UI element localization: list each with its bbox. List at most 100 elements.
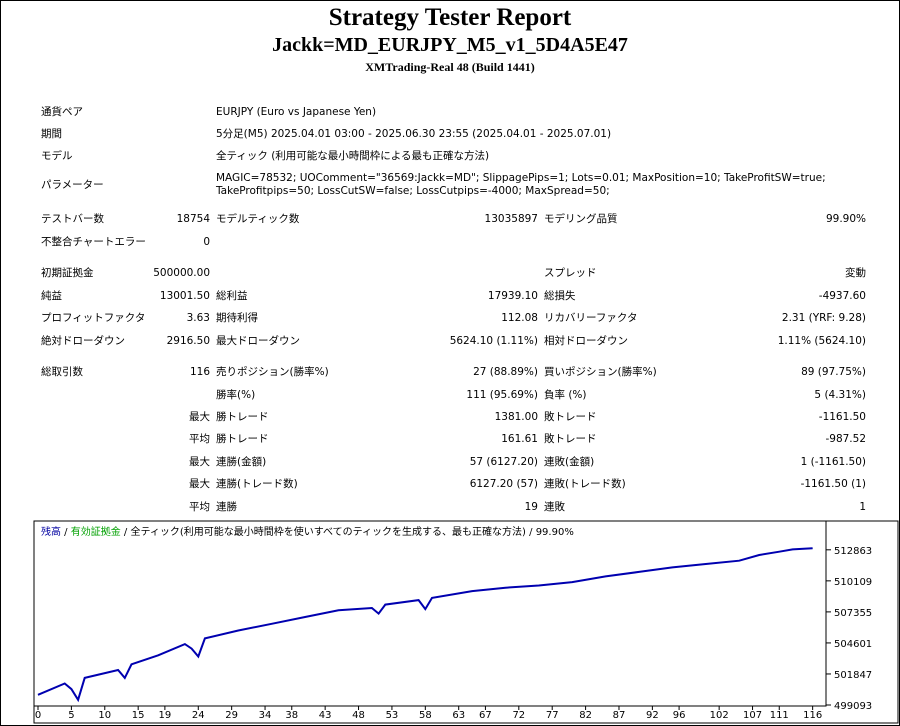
x-tick-label: 15 (132, 710, 145, 721)
avg-consec-loss-value: 1 (859, 501, 866, 513)
mismatch-value: 0 (203, 236, 210, 248)
x-tick-label: 10 (98, 710, 111, 721)
largest-win-value: 1381.00 (494, 411, 538, 423)
recovery-value: 2.31 (YRF: 9.28) (781, 312, 866, 324)
short-label: 売りポジション(勝率%) (216, 366, 329, 378)
avg-loss-value: -987.52 (825, 433, 866, 445)
ticks-value: 13035897 (484, 213, 538, 225)
y-tick-label: 499093 (834, 701, 872, 712)
deposit-label: 初期証拠金 (41, 267, 94, 279)
legend-model: / 全ティック(利用可能な最小時間枠を使いすべてのティックを生成する、最も正確な… (120, 527, 574, 538)
x-tick-label: 67 (479, 710, 492, 721)
x-tick-label: 34 (259, 710, 272, 721)
bars-label: テストバー数 (41, 213, 104, 225)
spread-label: スプレッド (544, 267, 597, 279)
x-tick-label: 102 (710, 710, 729, 721)
ticks-label: モデルティック数 (216, 213, 300, 225)
deposit-value: 500000.00 (153, 267, 210, 279)
x-tick-label: 53 (386, 710, 399, 721)
x-tick-label: 0 (35, 710, 41, 721)
largest-loss-value: -1161.50 (818, 411, 866, 423)
x-tick-label: 82 (579, 710, 592, 721)
x-tick-label: 116 (803, 710, 822, 721)
max-dd-value: 5624.10 (1.11%) (449, 335, 538, 347)
x-tick-label: 77 (546, 710, 559, 721)
avg-loss-label: 敗トレード (544, 433, 597, 445)
legend-equity: 有効証拠金 (70, 527, 121, 538)
largest-loss-label: 敗トレード (544, 411, 597, 423)
symbol-value: EURJPY (Euro vs Japanese Yen) (216, 106, 377, 118)
largest-win-label: 勝トレード (216, 411, 269, 423)
chart-plot-frame (33, 520, 827, 707)
max-dd-label: 最大ドローダウン (216, 335, 300, 347)
quality-label: モデリング品質 (544, 213, 618, 225)
long-label: 買いポジション(勝率%) (544, 366, 657, 378)
x-tick-label: 19 (159, 710, 172, 721)
avg-word: 平均 (189, 501, 210, 513)
pf-value: 3.63 (186, 312, 210, 324)
gross-loss-label: 総損失 (544, 290, 576, 302)
short-value: 27 (88.89%) (473, 366, 538, 378)
x-tick-label: 5 (68, 710, 74, 721)
consec-losses-count-value: -1161.50 (1) (800, 478, 866, 490)
consec-losses-money-value: 1 (-1161.50) (800, 456, 866, 468)
x-tick-label: 111 (770, 710, 789, 721)
chart-outer-frame (33, 520, 899, 724)
symbol-label: 通貨ペア (41, 106, 83, 118)
chart-legend: 残高 / 有効証拠金 / 全ティック(利用可能な最小時間枠を使いすべてのティック… (41, 523, 574, 538)
spread-value: 変動 (845, 267, 866, 279)
consec-wins-count-value: 6127.20 (57) (469, 478, 538, 490)
avg-word: 平均 (189, 433, 210, 445)
gross-profit-label: 総利益 (216, 290, 248, 302)
y-tick-label: 510109 (834, 577, 872, 588)
avg-win-value: 161.61 (501, 433, 538, 445)
legend-balance: 残高 (41, 527, 61, 538)
y-tick-label: 501847 (834, 670, 872, 681)
server-info: XMTrading-Real 48 (Build 1441) (365, 60, 535, 74)
y-tick-label: 504601 (834, 639, 872, 650)
max-word: 最大 (189, 411, 210, 423)
win-rate-label: 勝率(%) (216, 389, 256, 401)
legend-sep: / (61, 527, 71, 538)
consec-wins-money-value: 57 (6127.20) (469, 456, 538, 468)
max-word: 最大 (189, 478, 210, 490)
mismatch-label: 不整合チャートエラー (41, 236, 146, 248)
long-value: 89 (97.75%) (801, 366, 866, 378)
trades-value: 116 (189, 366, 210, 378)
x-tick-label: 107 (743, 710, 762, 721)
expected-label: 期待利得 (216, 312, 258, 324)
avg-win-label: 勝トレード (216, 433, 269, 445)
balance-line (37, 547, 813, 703)
x-tick-label: 24 (192, 710, 205, 721)
consec-losses-money-label: 連敗(金額) (544, 456, 595, 468)
net-label: 純益 (41, 290, 62, 302)
x-tick-label: 48 (352, 710, 365, 721)
avg-consec-win-value: 19 (524, 501, 538, 513)
avg-consec-win-label: 連勝 (216, 501, 237, 513)
bars-value: 18754 (176, 213, 210, 225)
rel-dd-value: 1.11% (5624.10) (777, 335, 866, 347)
x-tick-label: 92 (646, 710, 659, 721)
x-tick-label: 58 (419, 710, 432, 721)
period-value: 5分足(M5) 2025.04.01 03:00 - 2025.06.30 23… (216, 128, 612, 140)
x-tick-label: 63 (452, 710, 465, 721)
x-tick-label: 29 (225, 710, 238, 721)
recovery-label: リカバリーファクタ (544, 312, 638, 324)
quality-value: 99.90% (825, 213, 866, 225)
ea-name: Jackk=MD_EURJPY_M5_v1_5D4A5E47 (272, 34, 628, 56)
balance-chart: 512863 510109 507355 504601 501847 499093 0 5 10… (33, 520, 899, 724)
loss-rate-label: 負率 (%) (544, 389, 587, 401)
x-tick-label: 38 (285, 710, 298, 721)
params-line-1: MAGIC=78532; UOComment="36569:Jackk=MD";… (216, 172, 826, 184)
pf-label: プロフィットファクタ (41, 312, 146, 324)
x-tick-label: 43 (319, 710, 332, 721)
rel-dd-label: 相対ドローダウン (544, 335, 628, 347)
abs-dd-label: 絶対ドローダウン (41, 335, 125, 347)
gross-profit-value: 17939.10 (487, 290, 538, 302)
params-label: パラメーター (41, 179, 104, 191)
model-value: 全ティック (利用可能な最小時間枠による最も正確な方法) (216, 150, 490, 162)
consec-wins-money-label: 連勝(金額) (216, 456, 267, 468)
max-word: 最大 (189, 456, 210, 468)
consec-wins-count-label: 連勝(トレード数) (216, 478, 298, 490)
gross-loss-value: -4937.60 (818, 290, 866, 302)
